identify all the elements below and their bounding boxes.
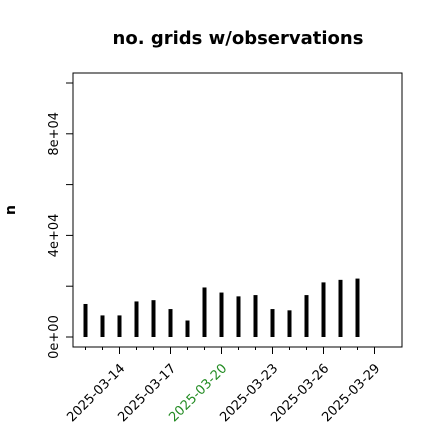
y-tick-label-4e+04: 4e+04 [47,214,62,258]
y-axis: 0e+00 4e+04 8e+04 [47,82,74,359]
x-axis: 2025-03-142025-03-172025-03-202025-03-23… [64,346,383,425]
y-tick-label-0e+00: 0e+00 [47,315,62,359]
y-tick-label-8e+04: 8e+04 [47,112,62,156]
chart-title: no. grids w/observations [113,28,364,49]
bars-layer [83,278,360,337]
y-axis-label: n [3,205,19,215]
